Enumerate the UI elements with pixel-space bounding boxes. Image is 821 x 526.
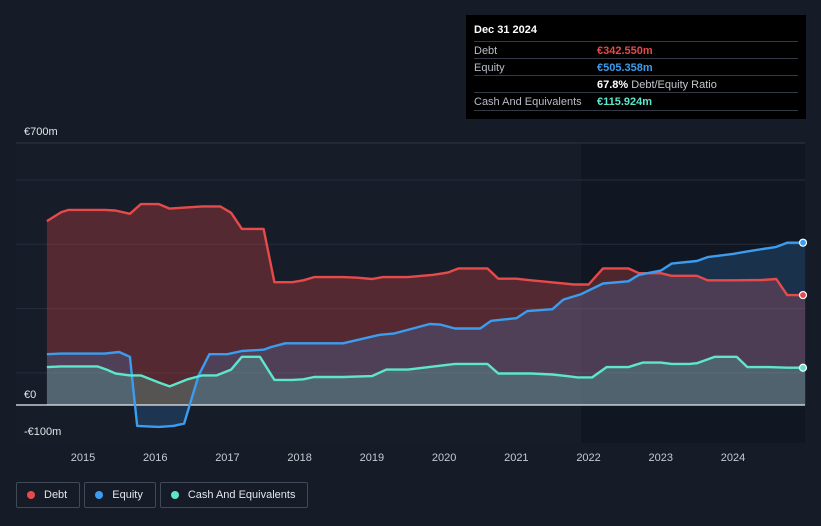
y-tick-label: €0 [24,389,36,401]
tooltip-value: €115.924m [597,96,653,108]
tooltip-value: €505.358m [597,62,653,74]
tooltip-ratio-value: 67.8% [597,79,629,91]
legend-label: Debt [44,489,68,501]
x-tick-label: 2019 [360,452,384,464]
x-tick-label: 2018 [287,452,311,464]
cash-line [46,355,806,388]
tooltip-row-ratio: 67.8% Debt/Equity Ratio [474,75,798,93]
legend-dot [27,491,35,499]
tooltip-label: Equity [474,62,505,74]
debt-area [46,204,806,405]
tooltip-label: Debt [474,45,498,57]
tooltip-row-cash: Cash And Equivalents €115.924m [474,92,798,111]
x-tick-label: 2022 [576,452,600,464]
x-tick-label: 2016 [143,452,167,464]
x-tick-label: 2023 [649,452,673,464]
tooltip-panel: Dec 31 2024 Debt €342.550m Equity €505.3… [466,15,806,119]
tooltip-value: €342.550m [597,45,653,57]
debt-line [46,202,806,297]
tooltip-ratio: 67.8% Debt/Equity Ratio [597,79,717,91]
x-tick-label: 2021 [504,452,528,464]
cash-end-point [798,363,808,372]
legend-label: Cash And Equivalents [187,489,296,501]
x-tick-label: 2017 [215,452,239,464]
chart-legend: Debt Equity Cash And Equivalents [16,482,309,510]
legend-item-debt[interactable]: Debt [16,482,81,508]
y-tick-label: -€100m [24,426,61,438]
tooltip-date: Dec 31 2024 [474,24,537,36]
legend-item-equity[interactable]: Equity [84,482,156,508]
plot-background [16,143,582,443]
x-tick-label: 2024 [721,452,745,464]
tooltip-row-equity: Equity €505.358m [474,58,798,76]
tooltip-label: Cash And Equivalents [474,96,582,108]
legend-dot [170,491,179,499]
legend-item-cash[interactable]: Cash And Equivalents [159,482,309,508]
y-tick-label: €700m [24,126,58,138]
equity-area [46,242,806,427]
debt-end-point [798,290,808,300]
plot-highlight-region [581,143,805,443]
tooltip-ratio-label: Debt/Equity Ratio [631,79,717,91]
legend-label: Equity [112,489,143,501]
equity-line [46,241,806,429]
legend-dot [95,491,104,499]
tooltip-row-debt: Debt €342.550m [474,41,798,59]
x-tick-label: 2015 [71,452,95,464]
equity-end-point [798,238,808,247]
x-tick-label: 2020 [432,452,456,464]
cash-area [46,356,806,405]
